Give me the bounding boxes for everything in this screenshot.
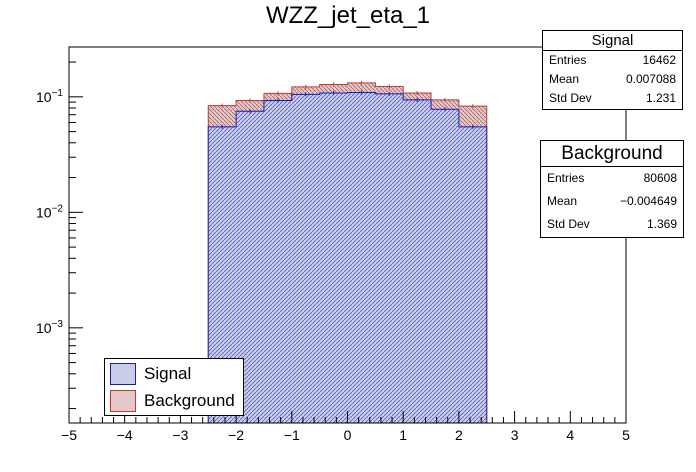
signal-bar (458, 126, 487, 423)
x-tick-label: 0 (344, 427, 352, 443)
axes: −5 −4 −3 −2 −1 0 1 2 3 4 5 10−1 10−2 10−3 (36, 46, 630, 443)
x-tick-label: −4 (117, 427, 133, 443)
x-tick-label: 4 (566, 427, 574, 443)
x-tick-label: 5 (622, 427, 630, 443)
mean-label: Mean (549, 72, 580, 86)
signal-mean-value: 0.007088 (625, 72, 676, 86)
background-stddev-row: Std Dev 1.369 (541, 213, 683, 236)
y-tick-label: 10−1 (36, 88, 63, 105)
signal-bar (291, 94, 320, 423)
stddev-label: Std Dev (549, 91, 592, 105)
legend-label-background: Background (144, 391, 235, 410)
background-stddev-value: 1.369 (646, 217, 677, 231)
signal-bar (319, 92, 348, 424)
signal-bar (431, 109, 459, 424)
x-tick-label: 2 (455, 427, 463, 443)
signal-stddev-value: 1.231 (645, 91, 676, 105)
y-tick-label: 10−3 (36, 319, 63, 336)
signal-swatch (110, 363, 136, 385)
background-swatch (110, 390, 136, 412)
signal-stats-title: Signal (543, 31, 682, 51)
chart-title: WZZ_jet_eta_1 (265, 2, 431, 29)
background-stats-title: Background (541, 141, 683, 167)
signal-bar (263, 100, 292, 423)
signal-bar (403, 99, 432, 424)
y-tick-label: 10−2 (36, 203, 63, 220)
legend: Signal Background (104, 358, 244, 416)
signal-entries-value: 16462 (642, 53, 676, 67)
signal-stddev-row: Std Dev 1.231 (543, 89, 682, 108)
x-tick-label: −5 (61, 427, 77, 443)
x-tick-label: −1 (284, 427, 300, 443)
x-tick-label: 3 (511, 427, 519, 443)
background-mean-value: −0.004649 (619, 194, 677, 208)
mean-label: Mean (547, 194, 578, 208)
signal-stats-box: Signal Entries 16462 Mean 0.007088 Std D… (542, 30, 683, 110)
legend-item-background: Background (110, 389, 235, 413)
background-entries-value: 80608 (643, 171, 677, 185)
legend-item-signal: Signal (110, 362, 191, 386)
signal-bar (375, 93, 404, 424)
legend-label-signal: Signal (144, 364, 192, 383)
signal-mean-row: Mean 0.007088 (543, 70, 682, 89)
stddev-label: Std Dev (547, 217, 590, 231)
x-tick-label: −3 (172, 427, 188, 443)
background-entries-row: Entries 80608 (541, 167, 683, 190)
entries-label: Entries (547, 171, 585, 185)
entries-label: Entries (549, 53, 587, 67)
signal-entries-row: Entries 16462 (543, 51, 682, 70)
signal-bars (207, 90, 488, 424)
x-tick-label: 1 (399, 427, 407, 443)
background-stats-box: Background Entries 80608 Mean −0.004649 … (540, 140, 684, 238)
x-tick-label: −2 (228, 427, 244, 443)
background-mean-row: Mean −0.004649 (541, 190, 683, 213)
signal-bar (347, 92, 376, 423)
